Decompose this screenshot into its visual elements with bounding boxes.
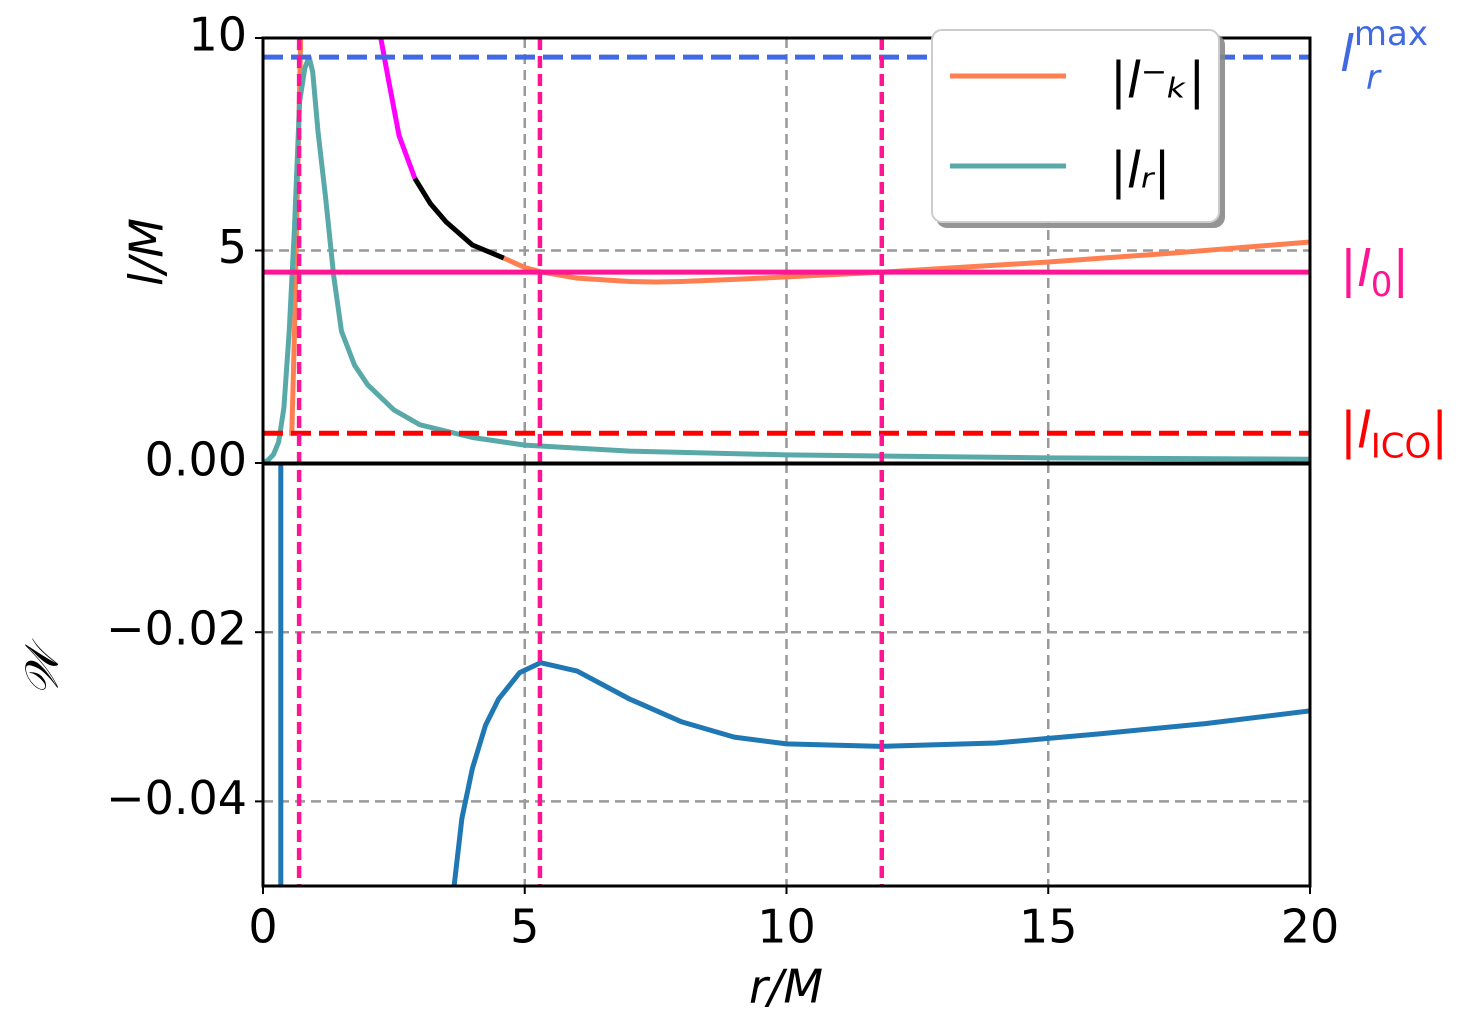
reference-label: |l0| [1340,240,1409,305]
x-tick-label: 10 [757,900,816,954]
reference-label: |lICO| [1340,401,1448,466]
label-part: ICO [1371,426,1432,466]
x-tick-label: 0 [248,900,277,954]
y-tick-label: 0.00 [145,433,247,487]
label-part: l [1357,401,1371,459]
label-part: | [1340,401,1357,459]
label-part: max [1354,14,1428,54]
label-part: | [1340,240,1357,298]
legend-label: |lᵣ| [1110,142,1171,200]
axes-frame [261,461,1312,888]
x-axis-label: r/M [749,960,823,1014]
y-tick-label: −0.02 [106,602,247,656]
y-tick-label: 10 [188,8,247,62]
series-line [278,463,1310,886]
y-tick-label: 5 [218,220,247,274]
x-tick-label: 15 [1019,900,1078,954]
series-line [412,176,505,261]
y-axis-label: 𝒲 [15,638,69,696]
reference-label: lmax r [1340,14,1428,98]
x-tick-label: 20 [1281,900,1340,954]
plot-area [263,463,1310,886]
label-part: l [1357,240,1371,298]
y-axis-label: l/M [120,218,174,286]
series-line [263,54,1310,463]
x-tick-label: 5 [510,900,539,954]
label-part: r [1366,58,1382,98]
plot-area [263,38,1310,463]
legend-label: |l⁻ₖ| [1110,52,1205,110]
label-part: | [1431,401,1448,459]
y-tick-label: −0.04 [106,771,247,825]
label-part: l [1340,25,1354,83]
label-part: | [1392,240,1409,298]
label-part: 0 [1371,265,1393,305]
